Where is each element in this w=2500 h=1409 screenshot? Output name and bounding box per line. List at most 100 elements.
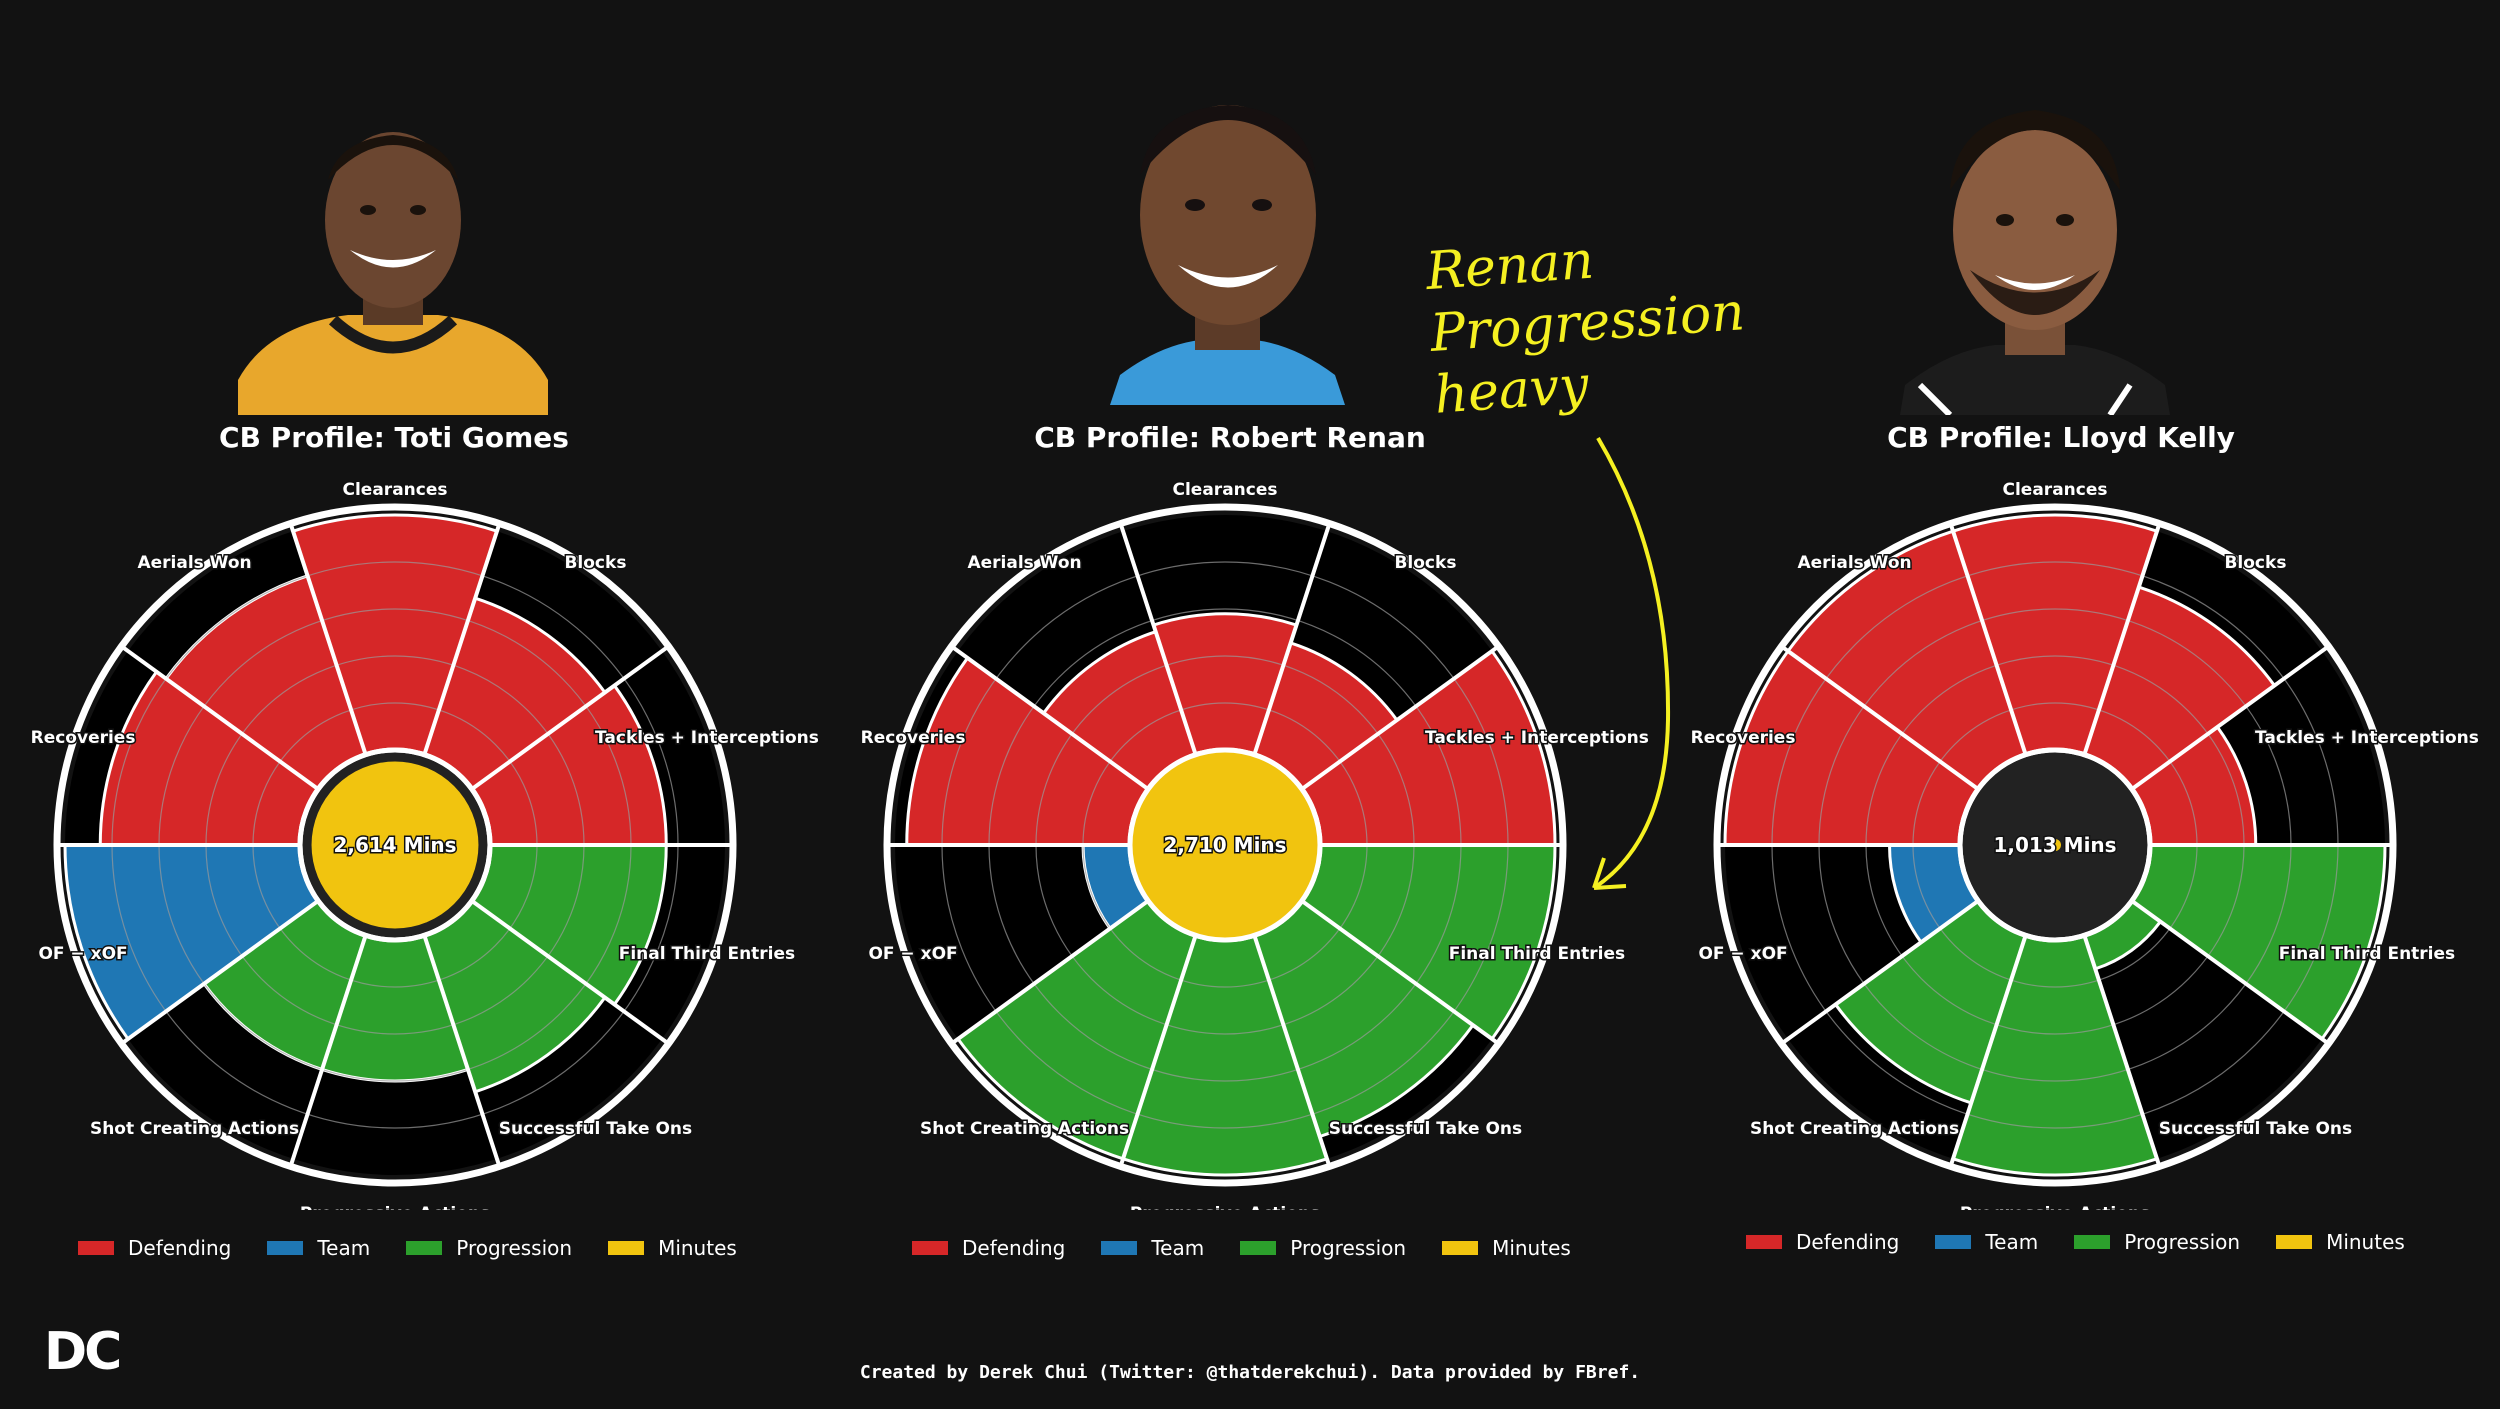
category-label-successful-take-ons: Successful Take Ons bbox=[499, 1119, 692, 1139]
legend-label: Progression bbox=[1290, 1236, 1407, 1260]
legend-swatch bbox=[912, 1241, 948, 1255]
chart-title-lloyd-kelly: CB Profile: Lloyd Kelly bbox=[1887, 421, 2235, 454]
legend-swatch bbox=[608, 1241, 645, 1255]
minutes-fill bbox=[2049, 839, 2061, 851]
legend-robert-renan: Defending Team Progression Minutes bbox=[912, 1236, 1607, 1260]
legend-label: Minutes bbox=[1492, 1236, 1571, 1260]
sector-divider bbox=[1780, 899, 1980, 1046]
chart-title-robert-renan: CB Profile: Robert Renan bbox=[1034, 421, 1426, 454]
legend-swatch bbox=[1935, 1235, 1972, 1249]
category-label-clearances: Clearances bbox=[2003, 480, 2108, 500]
legend-swatch bbox=[2074, 1235, 2111, 1249]
category-label-clearances: Clearances bbox=[1173, 480, 1278, 500]
sector-divider bbox=[1118, 522, 1198, 756]
legend-swatch bbox=[78, 1241, 114, 1255]
category-label-of-xof: OF − xOF bbox=[868, 944, 957, 964]
category-label-recoveries: Recoveries bbox=[31, 728, 136, 748]
sector-divider bbox=[288, 934, 368, 1168]
legend-swatch bbox=[267, 1241, 304, 1255]
legend-item-minutes: Minutes bbox=[2276, 1230, 2405, 1254]
legend-label: Progression bbox=[456, 1236, 573, 1260]
player-photo-toti-gomes bbox=[238, 110, 548, 415]
category-label-clearances: Clearances bbox=[343, 480, 448, 500]
sector-divider bbox=[1300, 644, 1500, 791]
category-label-shot-creating-actions: Shot Creating Actions bbox=[920, 1119, 1129, 1139]
legend-item-minutes: Minutes bbox=[608, 1236, 737, 1260]
legend-item-defending: Defending bbox=[912, 1236, 1065, 1260]
category-label-aerials-won: Aerials Won bbox=[137, 553, 251, 573]
legend-swatch bbox=[2276, 1235, 2313, 1249]
legend-swatch bbox=[1442, 1241, 1479, 1255]
annotation-text: Renan Progression heavy bbox=[1424, 219, 1751, 427]
category-label-progressive-actions: Progressive Actions bbox=[300, 1204, 490, 1210]
legend-swatch bbox=[1240, 1241, 1277, 1255]
category-label-final-third-entries: Final Third Entries bbox=[1449, 944, 1625, 964]
legend-label: Minutes bbox=[2326, 1230, 2405, 1254]
category-label-aerials-won: Aerials Won bbox=[1797, 553, 1911, 573]
legend-label: Defending bbox=[962, 1236, 1066, 1260]
polar-chart-robert-renan: 2,710 Mins Clearances Blocks Tackles + Inte… bbox=[859, 479, 1650, 1211]
legend-swatch bbox=[406, 1241, 443, 1255]
legend-label: Defending bbox=[1796, 1230, 1900, 1254]
legend-toti-gomes: Defending Team Progression Minutes bbox=[78, 1236, 773, 1260]
category-label-shot-creating-actions: Shot Creating Actions bbox=[1750, 1119, 1959, 1139]
legend-lloyd-kelly: Defending Team Progression Minutes bbox=[1746, 1230, 2441, 1254]
sector-divider bbox=[120, 899, 320, 1046]
brand-logo: DC bbox=[44, 1322, 122, 1382]
sector-divider bbox=[470, 644, 670, 791]
legend-swatch bbox=[1746, 1235, 1782, 1249]
sector-divider bbox=[1252, 522, 1332, 756]
legend-item-progression: Progression bbox=[406, 1236, 572, 1260]
legend-label: Team bbox=[1151, 1236, 1205, 1260]
minutes-outline bbox=[1957, 747, 2153, 943]
category-label-final-third-entries: Final Third Entries bbox=[619, 944, 795, 964]
legend-label: Minutes bbox=[658, 1236, 737, 1260]
sector-divider bbox=[950, 899, 1150, 1046]
center-label: 1,013 Mins bbox=[1993, 833, 2116, 857]
category-label-blocks: Blocks bbox=[1394, 553, 1456, 573]
category-label-recoveries: Recoveries bbox=[861, 728, 966, 748]
sector-divider bbox=[288, 522, 368, 756]
category-label-tackles-interceptions: Tackles + Interceptions bbox=[1425, 728, 1649, 748]
minutes-fill bbox=[1132, 752, 1318, 938]
category-label-progressive-actions: Progressive Actions bbox=[1960, 1204, 2150, 1210]
outer-ring bbox=[53, 503, 737, 1187]
category-label-of-xof: OF − xOF bbox=[38, 944, 127, 964]
legend-item-progression: Progression bbox=[1240, 1236, 1406, 1260]
sector-divider bbox=[422, 522, 502, 756]
sector-divider bbox=[2082, 934, 2162, 1168]
minutes-outline bbox=[1127, 747, 1323, 943]
category-label-shot-creating-actions: Shot Creating Actions bbox=[90, 1119, 299, 1139]
legend-label: Team bbox=[1985, 1230, 2039, 1254]
category-label-blocks: Blocks bbox=[2224, 553, 2286, 573]
legend-item-defending: Defending bbox=[1746, 1230, 1899, 1254]
sector-divider bbox=[120, 644, 320, 791]
legend-item-team: Team bbox=[267, 1236, 370, 1260]
category-label-tackles-interceptions: Tackles + Interceptions bbox=[2255, 728, 2479, 748]
sector-divider bbox=[1118, 934, 1198, 1168]
legend-swatch bbox=[1101, 1241, 1138, 1255]
outer-ring bbox=[1713, 503, 2397, 1187]
category-label-final-third-entries: Final Third Entries bbox=[2279, 944, 2455, 964]
sector-divider bbox=[470, 899, 670, 1046]
category-label-successful-take-ons: Successful Take Ons bbox=[2159, 1119, 2352, 1139]
player-photo-lloyd-kelly bbox=[1900, 100, 2170, 415]
minutes-fill bbox=[311, 761, 479, 929]
minutes-outline bbox=[297, 747, 493, 943]
sector-divider bbox=[1948, 522, 2028, 756]
polar-chart-toti-gomes: 2,614 Mins Clearances Blocks Tackles + Inte… bbox=[29, 479, 820, 1211]
polar-chart-lloyd-kelly: 1,013 Mins Clearances Blocks Tackles + Inte… bbox=[1689, 479, 2480, 1211]
player-photo-robert-renan bbox=[1100, 75, 1355, 405]
chart-title-toti-gomes: CB Profile: Toti Gomes bbox=[219, 421, 569, 454]
sector-divider bbox=[422, 934, 502, 1168]
legend-label: Team bbox=[317, 1236, 371, 1260]
legend-label: Defending bbox=[128, 1236, 232, 1260]
sector-divider bbox=[2130, 644, 2330, 791]
legend-item-team: Team bbox=[1101, 1236, 1204, 1260]
sector-divider bbox=[2082, 522, 2162, 756]
center-label: 2,710 Mins bbox=[1163, 833, 1286, 857]
legend-item-defending: Defending bbox=[78, 1236, 231, 1260]
category-label-recoveries: Recoveries bbox=[1691, 728, 1796, 748]
sector-divider bbox=[950, 644, 1150, 791]
